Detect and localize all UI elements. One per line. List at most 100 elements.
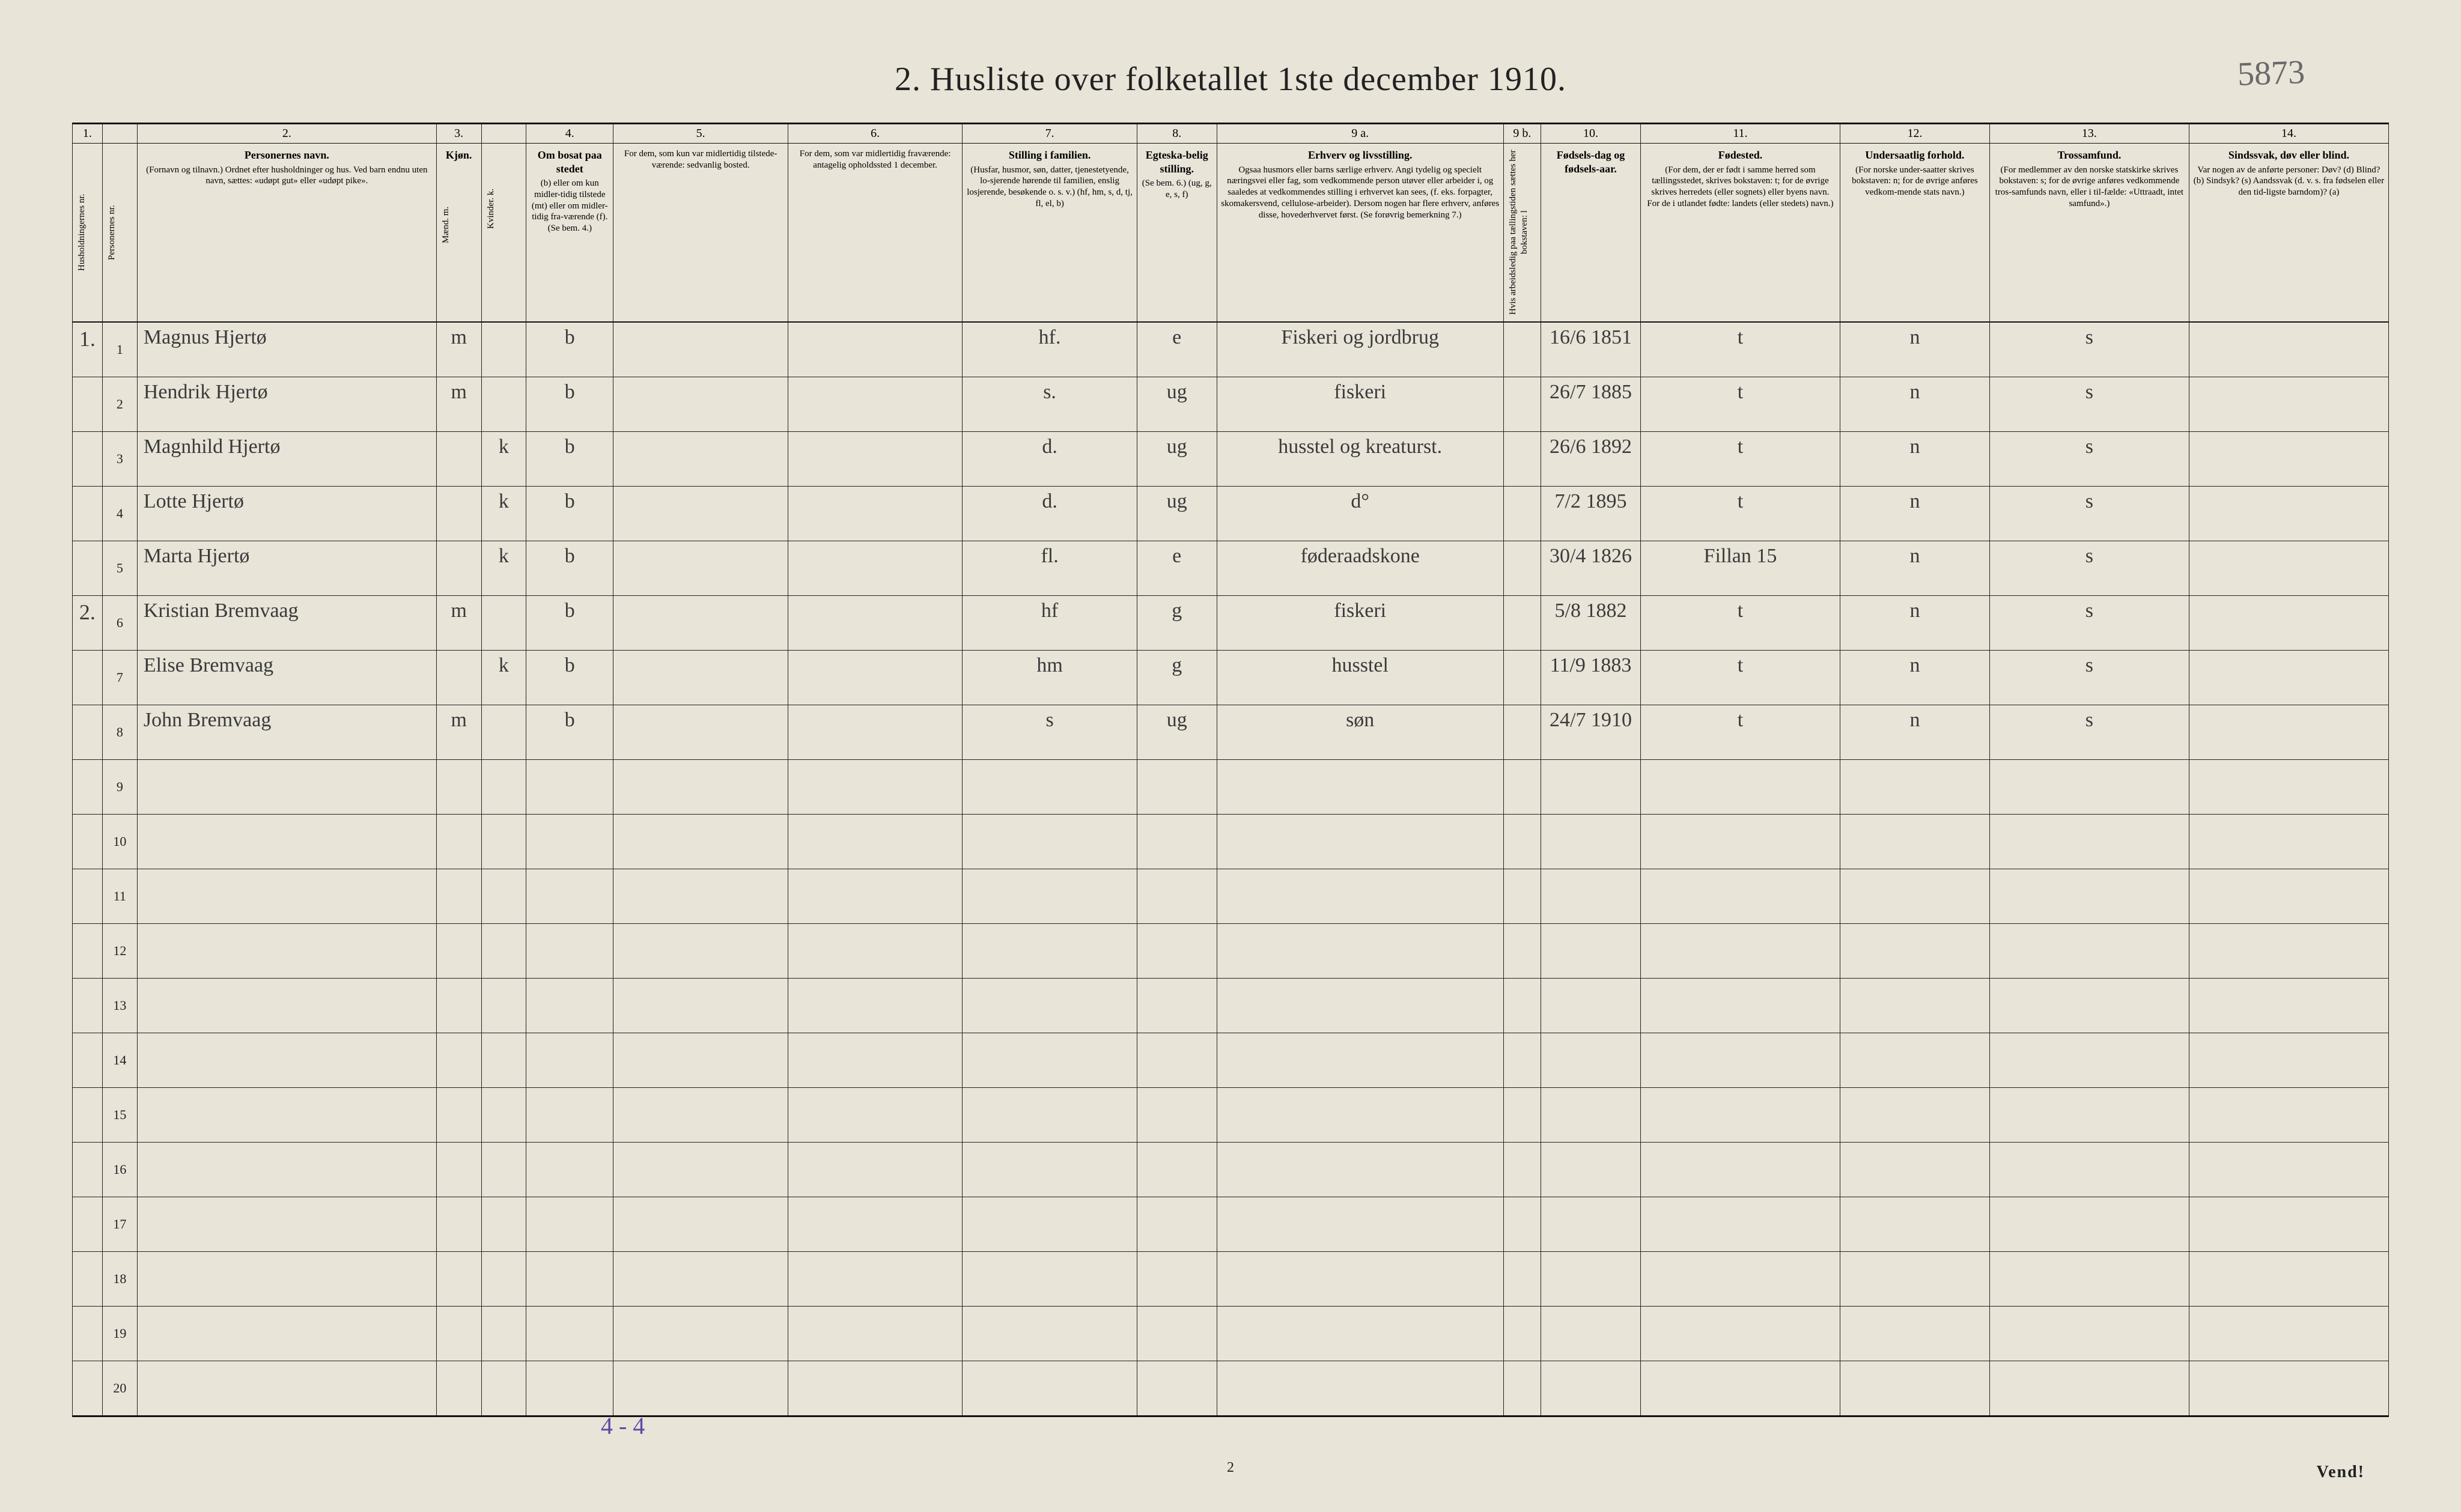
cell-sex-k: k [481, 651, 526, 705]
table-row-empty: 12 [73, 924, 2389, 979]
cell-birthplace: t [1640, 322, 1840, 377]
cell-empty [526, 1088, 613, 1143]
cell-person-nr: 7 [102, 651, 137, 705]
cell-occupation: husstel og kreaturst. [1217, 432, 1503, 487]
header-religion: Trossamfund.(For medlemmer av den norske… [1989, 144, 2189, 323]
cell-empty [1217, 979, 1503, 1033]
cell-empty [1840, 760, 1989, 815]
cell-marital: g [1137, 651, 1217, 705]
cell-empty [2189, 1143, 2388, 1197]
cell-empty [2189, 869, 2388, 924]
cell-sex-m: m [436, 705, 481, 760]
cell-marital: e [1137, 322, 1217, 377]
cell-religion: s [1989, 377, 2189, 432]
cell-empty [1217, 869, 1503, 924]
cell-empty [481, 979, 526, 1033]
cell-empty [1503, 1197, 1541, 1252]
cell-empty [526, 815, 613, 869]
cell-sex-m: m [436, 596, 481, 651]
cell-empty [137, 1307, 436, 1361]
cell-empty [963, 1307, 1137, 1361]
cell-dob: 5/8 1882 [1541, 596, 1641, 651]
cell-empty [963, 1088, 1137, 1143]
cell-nationality: n [1840, 377, 1989, 432]
cell-nationality: n [1840, 651, 1989, 705]
table-row-empty: 19 [73, 1307, 2389, 1361]
cell-dob: 11/9 1883 [1541, 651, 1641, 705]
cell-occupation: søn [1217, 705, 1503, 760]
colnum [102, 124, 137, 144]
cell-empty [1217, 760, 1503, 815]
cell-sex-m [436, 432, 481, 487]
cell-dob: 30/4 1826 [1541, 541, 1641, 596]
cell-empty [1137, 924, 1217, 979]
cell-empty [1541, 869, 1641, 924]
cell-religion: s [1989, 651, 2189, 705]
cell-empty [1840, 869, 1989, 924]
cell-empty [1640, 1197, 1840, 1252]
cell-empty [2189, 1033, 2388, 1088]
cell-temp-absent [788, 432, 962, 487]
cell-marital: e [1137, 541, 1217, 596]
cell-name: Elise Bremvaag [137, 651, 436, 705]
cell-empty [1503, 979, 1541, 1033]
colnum: 2. [137, 124, 436, 144]
cell-empty [481, 1197, 526, 1252]
cell-empty [1840, 924, 1989, 979]
cell-empty [1640, 924, 1840, 979]
cell-empty [436, 924, 481, 979]
cell-disability [2189, 322, 2388, 377]
cell-empty [436, 1197, 481, 1252]
cell-empty [1640, 1033, 1840, 1088]
colnum: 3. [436, 124, 481, 144]
cell-household-nr [73, 432, 103, 487]
colnum: 4. [526, 124, 613, 144]
colnum: 6. [788, 124, 962, 144]
cell-nationality: n [1840, 541, 1989, 596]
cell-empty [2189, 1197, 2388, 1252]
cell-temp-present [613, 596, 788, 651]
cell-household-nr [73, 651, 103, 705]
header-temp-absent: For dem, som var midlertidig fraværende:… [788, 144, 962, 323]
cell-empty [2189, 815, 2388, 869]
colnum: 11. [1640, 124, 1840, 144]
cell-empty [1217, 1361, 1503, 1416]
cell-household-nr [73, 869, 103, 924]
cell-sex-m [436, 541, 481, 596]
cell-empty [1989, 1033, 2189, 1088]
cell-empty [788, 1252, 962, 1307]
cell-empty [526, 924, 613, 979]
cell-religion: s [1989, 541, 2189, 596]
cell-temp-present [613, 705, 788, 760]
header-sex-m: Kjøn.Mænd. m. [436, 144, 481, 323]
cell-disability [2189, 705, 2388, 760]
cell-person-nr: 16 [102, 1143, 137, 1197]
header-residence: Om bosat paa stedet(b) eller om kun midl… [526, 144, 613, 323]
cell-sex-k [481, 705, 526, 760]
cell-religion: s [1989, 322, 2189, 377]
cell-empty [613, 1252, 788, 1307]
cell-empty [788, 1143, 962, 1197]
cell-empty [1137, 979, 1217, 1033]
header-birthplace: Fødested.(For dem, der er født i samme h… [1640, 144, 1840, 323]
cell-empty [1137, 869, 1217, 924]
header-unemployed: Hvis arbeidsledig paa tællingstiden sætt… [1503, 144, 1541, 323]
cell-household-nr [73, 1307, 103, 1361]
cell-empty [1541, 1033, 1641, 1088]
cell-sex-k: k [481, 541, 526, 596]
table-row-empty: 13 [73, 979, 2389, 1033]
cell-empty [1989, 979, 2189, 1033]
cell-birthplace: t [1640, 705, 1840, 760]
cell-empty [1541, 979, 1641, 1033]
cell-empty [1217, 1197, 1503, 1252]
cell-temp-present [613, 541, 788, 596]
cell-empty [137, 1252, 436, 1307]
cell-temp-present [613, 651, 788, 705]
cell-temp-present [613, 377, 788, 432]
cell-empty [1989, 1143, 2189, 1197]
cell-birthplace: Fillan 15 [1640, 541, 1840, 596]
cell-nationality: n [1840, 322, 1989, 377]
cell-temp-absent [788, 705, 962, 760]
cell-unemployed [1503, 377, 1541, 432]
cell-empty [137, 1143, 436, 1197]
